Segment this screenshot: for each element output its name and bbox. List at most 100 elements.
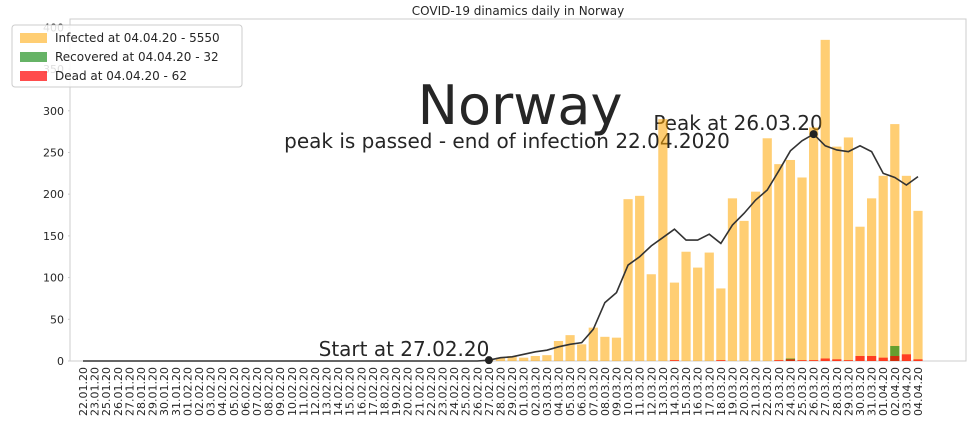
x-tick-label: 04.04.20: [912, 367, 925, 416]
annotation: Start at 27.02.20: [319, 337, 490, 361]
x-tick-label: 26.03.20: [808, 367, 821, 416]
bar: [820, 358, 830, 361]
x-tick-label: 03.02.20: [205, 367, 218, 416]
bar: [588, 327, 598, 361]
x-tick-label: 22.03.20: [761, 367, 774, 416]
x-tick-label: 12.02.20: [309, 367, 322, 416]
point: [809, 130, 818, 139]
x-tick-label: 12.03.20: [645, 367, 658, 416]
bar: [542, 355, 552, 361]
x-tick-label: 25.03.20: [796, 367, 809, 416]
bar: [878, 175, 888, 361]
x-tick-label: 30.01.20: [158, 367, 171, 416]
x-tick-label: 22.01.20: [77, 367, 90, 416]
x-tick-label: 23.02.20: [437, 367, 450, 416]
legend-label: Dead at 04.04.20 - 62: [55, 69, 187, 83]
x-tick-label: 18.03.20: [715, 367, 728, 416]
bar: [855, 355, 865, 361]
x-tick-label: 11.03.20: [634, 367, 647, 416]
x-tick-label: 16.02.20: [355, 367, 368, 416]
bar: [727, 198, 738, 361]
x-tick-label: 26.02.20: [471, 367, 484, 416]
x-tick-label: 30.03.20: [854, 367, 867, 416]
x-tick-label: 07.02.20: [251, 367, 264, 416]
x-tick-label: 16.03.20: [692, 367, 705, 416]
x-tick-label: 05.02.20: [228, 367, 241, 416]
bar: [530, 355, 540, 361]
bar: [693, 267, 703, 361]
legend-swatch: [20, 33, 47, 43]
x-tick-label: 10.03.20: [622, 367, 635, 416]
bar: [704, 252, 714, 361]
x-tick-label: 26.01.20: [112, 367, 125, 416]
x-tick-label: 25.01.20: [100, 367, 113, 416]
bar: [681, 251, 691, 361]
x-tick-label: 13.03.20: [657, 367, 670, 416]
x-tick-label: 17.02.20: [367, 367, 380, 416]
x-tick-label: 19.02.20: [390, 367, 403, 416]
bar: [519, 357, 529, 361]
y-tick-label: 300: [43, 105, 64, 118]
x-tick-label: 22.02.20: [425, 367, 438, 416]
annotation: Norway: [418, 74, 623, 137]
x-tick-label: 10.02.20: [286, 367, 299, 416]
bar: [507, 355, 517, 361]
bar: [843, 137, 854, 361]
bar: [913, 359, 923, 361]
x-tick-label: 02.04.20: [889, 367, 902, 416]
bar: [901, 354, 912, 361]
bar: [553, 340, 564, 361]
bar: [878, 357, 888, 361]
bar: [762, 138, 772, 361]
x-tick-label: 28.01.20: [135, 367, 148, 416]
annotation: Peak at 26.03.20: [653, 111, 822, 135]
x-tick-label: 20.03.20: [738, 367, 751, 416]
x-tick-label: 31.01.20: [170, 367, 183, 416]
x-tick-label: 28.02.20: [495, 367, 508, 416]
x-tick-label: 14.02.20: [332, 367, 345, 416]
bar: [832, 146, 842, 361]
bar: [716, 288, 726, 361]
x-tick-label: 27.03.20: [819, 367, 832, 416]
x-tick-label: 21.02.20: [413, 367, 426, 416]
bar: [785, 359, 796, 361]
bar: [913, 210, 923, 361]
x-tick-label: 08.03.20: [599, 367, 612, 416]
bar: [577, 344, 587, 361]
bar: [600, 336, 610, 361]
x-tick-label: 18.02.20: [379, 367, 392, 416]
y-tick-label: 200: [43, 188, 64, 201]
bar: [669, 360, 680, 361]
bar: [774, 164, 784, 361]
x-tick-label: 23.03.20: [773, 367, 786, 416]
x-tick-label: 27.01.20: [123, 367, 136, 416]
x-tick-label: 03.03.20: [541, 367, 554, 416]
x-tick-label: 24.02.20: [448, 367, 461, 416]
trend-line: [83, 133, 919, 362]
x-tick-label: 04.02.20: [216, 367, 229, 416]
bar: [751, 191, 761, 361]
x-tick-label: 24.03.20: [784, 367, 797, 416]
legend-swatch: [20, 71, 47, 81]
x-tick-label: 11.02.20: [297, 367, 310, 416]
x-tick-label: 01.02.20: [181, 367, 194, 416]
x-tick-label: 05.03.20: [564, 367, 577, 416]
x-tick-label: 25.02.20: [460, 367, 473, 416]
y-tick-label: 50: [50, 313, 64, 326]
x-tick-label: 04.03.20: [552, 367, 565, 416]
bar: [867, 355, 877, 361]
x-tick-label: 09.03.20: [610, 367, 623, 416]
x-tick-label: 03.04.20: [900, 367, 913, 416]
y-tick-label: 100: [43, 272, 64, 285]
bar: [635, 195, 645, 361]
bar: [797, 360, 807, 361]
x-tick-label: 17.03.20: [703, 367, 716, 416]
x-tick-label: 20.02.20: [402, 367, 415, 416]
bar: [658, 119, 668, 361]
bar: [890, 355, 900, 361]
x-tick-label: 23.01.20: [89, 367, 102, 416]
x-tick-label: 31.03.20: [866, 367, 879, 416]
bar: [867, 198, 877, 361]
bar: [565, 335, 575, 361]
